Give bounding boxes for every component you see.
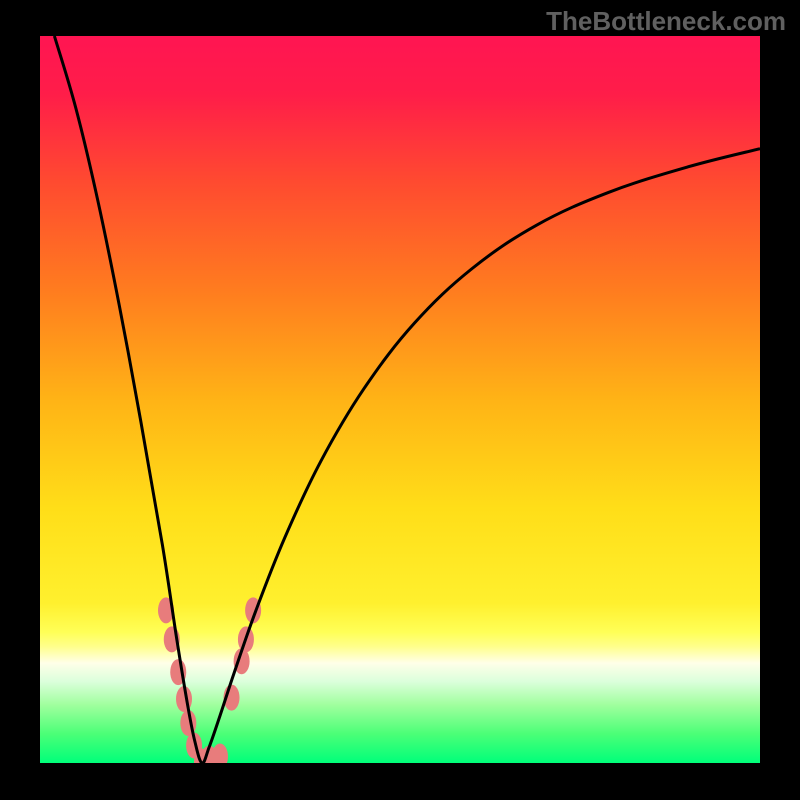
plot-gradient-background <box>40 36 760 763</box>
bottleneck-chart <box>0 0 800 800</box>
watermark-text: TheBottleneck.com <box>546 6 786 37</box>
